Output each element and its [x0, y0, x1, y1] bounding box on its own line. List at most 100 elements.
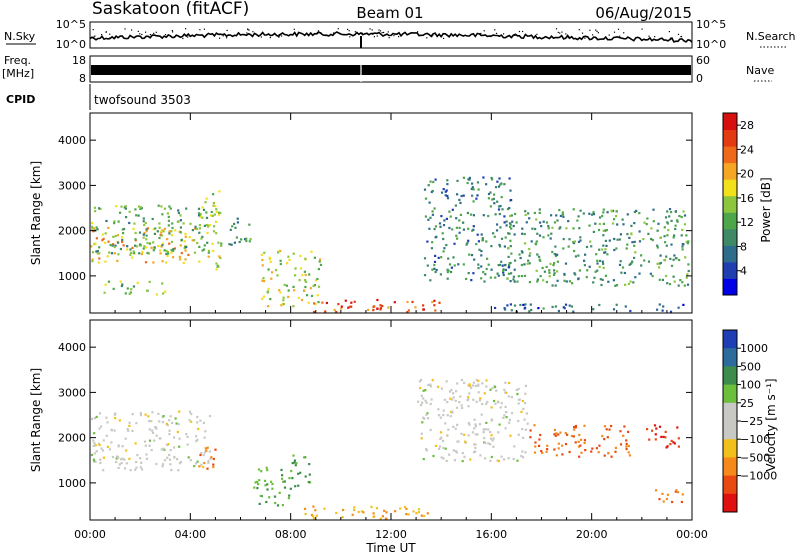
radar-echo-cell [278, 491, 281, 494]
radar-echo-cell [592, 281, 595, 284]
radar-echo-cell [677, 445, 680, 448]
nsearch-dot [431, 36, 433, 38]
nsearch-dot [557, 31, 559, 33]
radar-echo-cell [572, 241, 575, 244]
radar-echo-cell [214, 448, 217, 451]
radar-echo-cell [573, 272, 576, 275]
nsearch-dot [567, 35, 569, 37]
radar-echo-cell [426, 512, 429, 515]
radar-echo-cell [204, 430, 207, 433]
nsearch-dot [141, 33, 143, 36]
radar-echo-cell [158, 437, 161, 440]
radar-echo-cell [455, 390, 458, 393]
radar-echo-cell [399, 507, 402, 510]
radar-echo-cell [539, 221, 542, 224]
radar-echo-cell [169, 415, 172, 418]
radar-echo-cell [286, 262, 289, 265]
radar-echo-cell [199, 215, 202, 218]
radar-echo-cell [184, 249, 187, 252]
radar-echo-cell [627, 451, 630, 454]
radar-echo-cell [110, 252, 114, 255]
radar-echo-cell [113, 252, 116, 255]
radar-echo-cell [138, 205, 141, 208]
radar-echo-cell [504, 268, 507, 271]
radar-echo-cell [475, 197, 478, 200]
radar-echo-cell [502, 271, 505, 274]
radar-echo-cell [171, 226, 174, 230]
radar-echo-cell [143, 223, 146, 227]
radar-echo-cell [633, 256, 636, 259]
radar-echo-cell [598, 303, 601, 307]
nsearch-dot [483, 30, 485, 32]
radar-echo-cell [481, 239, 485, 242]
radar-echo-cell [423, 514, 426, 518]
nsearch-dot [246, 32, 248, 34]
radar-echo-cell [429, 385, 432, 388]
radar-echo-cell [580, 451, 583, 454]
radar-echo-cell [208, 415, 212, 418]
radar-echo-cell [95, 226, 98, 229]
radar-echo-cell [503, 307, 506, 310]
radar-echo-cell [207, 459, 210, 462]
radar-echo-cell [213, 225, 216, 228]
radar-echo-cell [144, 413, 147, 416]
radar-echo-cell [573, 426, 576, 429]
radar-echo-cell [646, 428, 649, 431]
radar-echo-cell [205, 197, 208, 200]
nsearch-dot [317, 30, 320, 32]
radar-echo-cell [538, 208, 541, 211]
radar-echo-cell [212, 193, 215, 196]
radar-echo-cell [573, 249, 576, 253]
nsearch-dot [109, 33, 111, 35]
radar-echo-cell [459, 213, 462, 216]
radar-echo-cell [477, 383, 480, 386]
radar-echo-cell [681, 228, 684, 231]
radar-echo-cell [167, 215, 170, 218]
radar-echo-cell [130, 288, 133, 291]
radar-echo-cell [467, 396, 470, 399]
radar-echo-cell [542, 220, 545, 223]
radar-echo-cell [170, 234, 173, 237]
radar-echo-cell [571, 282, 574, 285]
radar-echo-cell [198, 227, 201, 230]
radar-echo-cell [140, 461, 143, 464]
radar-echo-cell [500, 402, 503, 405]
radar-echo-cell [603, 438, 606, 441]
radar-echo-cell [555, 214, 558, 217]
power-colorbar-swatch [723, 245, 737, 263]
nsearch-dot [170, 35, 172, 38]
radar-echo-cell [249, 238, 252, 241]
radar-echo-cell [350, 301, 353, 304]
radar-echo-cell [586, 269, 589, 272]
radar-echo-cell [195, 227, 199, 231]
nsearch-dot [619, 35, 621, 37]
radar-echo-cell [596, 262, 599, 265]
nsky-panel-frame [89, 21, 693, 49]
radar-echo-cell [524, 428, 528, 431]
nave-tick-bottom: 0 [696, 72, 703, 85]
radar-echo-cell [100, 425, 103, 428]
radar-echo-cell [135, 214, 138, 217]
radar-echo-cell [467, 422, 470, 425]
radar-echo-cell [681, 281, 684, 284]
radar-echo-cell [547, 224, 550, 228]
nsearch-dot [641, 28, 643, 30]
radar-echo-cell [624, 305, 627, 308]
radar-echo-cell [162, 292, 165, 295]
radar-echo-cell [473, 418, 476, 421]
radar-echo-cell [664, 241, 667, 244]
radar-echo-cell [463, 433, 466, 436]
nsearch-dot [278, 34, 280, 36]
radar-echo-cell [120, 462, 123, 465]
radar-echo-cell [461, 406, 464, 410]
radar-echo-cell [115, 457, 118, 460]
radar-echo-cell [288, 258, 291, 261]
radar-echo-cell [313, 256, 316, 259]
radar-echo-cell [96, 228, 99, 231]
radar-echo-cell [448, 226, 451, 230]
radar-echo-cell [467, 272, 470, 275]
radar-echo-cell [494, 306, 497, 310]
radar-echo-cell [651, 239, 654, 242]
nsearch-dot [565, 33, 567, 35]
radar-echo-cell [626, 243, 629, 246]
